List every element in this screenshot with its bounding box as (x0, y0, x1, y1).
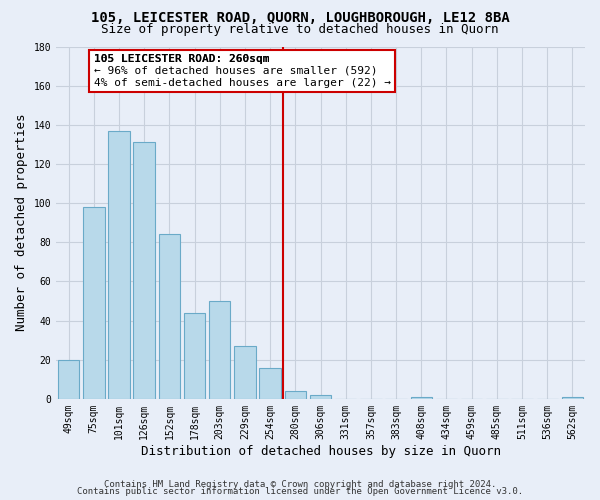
Bar (234, 346, 256, 399)
Bar (209, 301, 230, 399)
Text: 105 LEICESTER ROAD: 260sqm
← 96% of detached houses are smaller (592)
4% of semi: 105 LEICESTER ROAD: 260sqm ← 96% of deta… (94, 54, 391, 88)
Bar (184, 312, 205, 399)
Bar (158, 234, 180, 399)
Text: 105 LEICESTER ROAD: 260sqm: 105 LEICESTER ROAD: 260sqm (94, 54, 269, 64)
Bar (83, 207, 104, 399)
Bar (259, 368, 281, 399)
Bar (310, 395, 331, 399)
Y-axis label: Number of detached properties: Number of detached properties (15, 114, 28, 332)
X-axis label: Distribution of detached houses by size in Quorn: Distribution of detached houses by size … (140, 444, 500, 458)
Bar (58, 360, 79, 399)
Text: Size of property relative to detached houses in Quorn: Size of property relative to detached ho… (101, 22, 499, 36)
Bar (410, 397, 432, 399)
Text: Contains HM Land Registry data © Crown copyright and database right 2024.: Contains HM Land Registry data © Crown c… (104, 480, 496, 489)
Bar (284, 391, 306, 399)
Text: Contains public sector information licensed under the Open Government Licence v3: Contains public sector information licen… (77, 487, 523, 496)
Bar (133, 142, 155, 399)
Text: 105, LEICESTER ROAD, QUORN, LOUGHBOROUGH, LE12 8BA: 105, LEICESTER ROAD, QUORN, LOUGHBOROUGH… (91, 11, 509, 25)
Bar (109, 130, 130, 399)
Bar (562, 397, 583, 399)
